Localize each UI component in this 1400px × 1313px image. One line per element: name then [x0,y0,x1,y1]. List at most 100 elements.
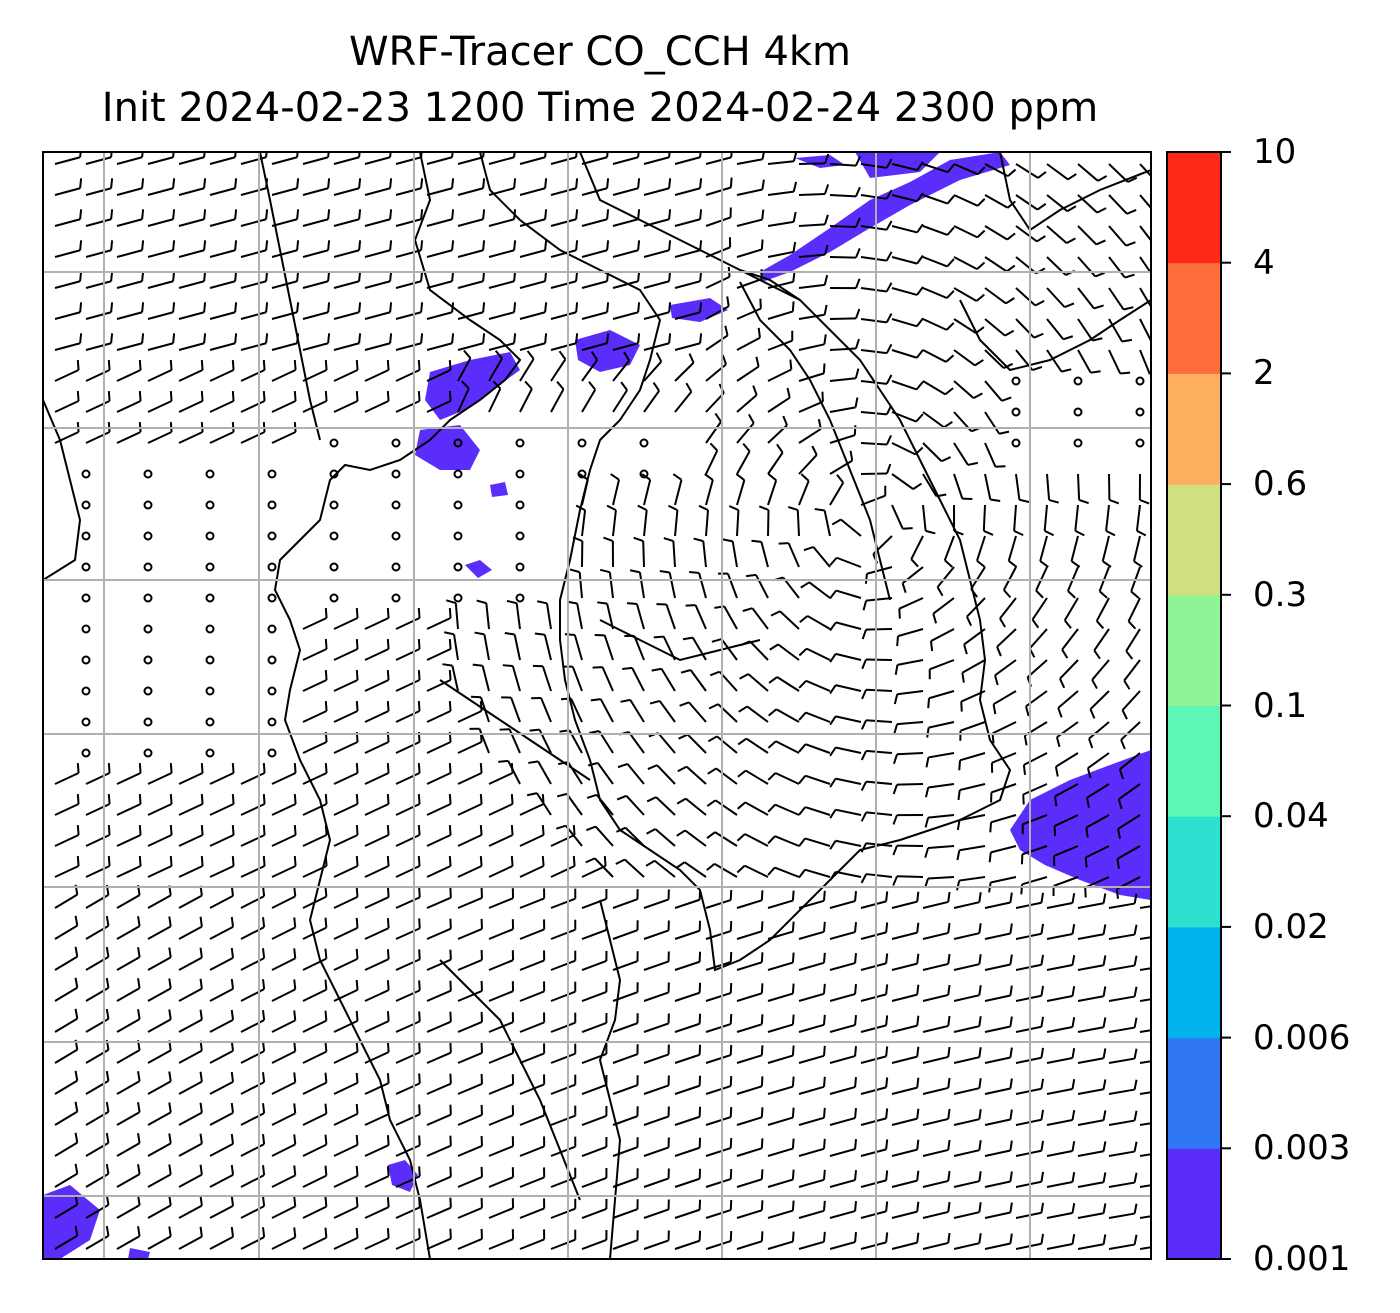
wind-barb [240,390,266,413]
wind-barb [953,504,964,536]
wind-barb [271,359,297,382]
wind-barb [395,980,421,1002]
wind-barb [333,886,359,909]
wind-barb [581,950,608,971]
wind-barb [1108,256,1135,279]
wind-barb [395,178,424,196]
wind-barb [469,727,490,754]
wind-barb [612,1013,639,1033]
wind-barb [953,287,985,302]
wind-barb [85,824,111,847]
wind-barb [1020,876,1048,895]
wind-barb [970,566,986,598]
wind-barb [1077,1017,1107,1033]
wind-barb [860,1046,889,1064]
calm-circle [329,469,339,479]
wind-barb [1139,998,1151,1002]
calm-circle [143,562,153,572]
plume-central-5 [465,560,492,578]
wind-barb [922,473,947,498]
calm-circle [267,593,277,603]
wind-barb [116,240,145,258]
wind-barb [147,855,173,878]
wind-barb [860,158,893,169]
wind-barb [667,504,679,537]
wind-barb [1101,535,1112,568]
wind-barb [147,1133,172,1157]
wind-barb [910,535,924,568]
colorbar-tick-label: 0.02 [1253,906,1329,947]
wind-barb [705,1044,733,1064]
wind-barb [953,194,986,207]
wind-barb [705,982,733,1002]
calm-circle [391,438,401,448]
wind-barb [1046,892,1076,909]
wind-barb [767,301,795,320]
wind-barb [1015,318,1044,339]
wind-barb [147,1195,172,1219]
wind-barb [829,425,857,444]
wind-barb [364,700,390,723]
wind-barb [736,356,760,382]
wind-barb [612,381,628,413]
wind-barb [426,1197,452,1219]
wind-barb [519,350,535,382]
wind-barb [240,917,266,940]
wind-barb [550,981,577,1002]
wind-barb [364,762,390,785]
wind-barb [147,390,173,413]
wind-barb [758,505,770,537]
wind-barb [395,1073,421,1095]
wind-barb [1086,783,1110,808]
wind-barb [550,855,576,878]
wind-barb [147,302,176,320]
wind-barb [1108,955,1138,971]
wind-barb [364,1042,390,1064]
wind-barb [395,700,421,723]
wind-barb [271,1134,297,1157]
colorbar-tick-label: 2 [1253,353,1275,394]
wind-barb [395,1011,421,1033]
wind-barb [767,473,778,506]
wind-barb [990,783,1017,803]
wind-barb [894,659,924,675]
wind-barb [704,473,714,506]
wind-barb [519,824,545,847]
wind-barb [572,536,584,568]
wind-barb [590,698,614,723]
wind-barb [457,1135,483,1157]
wind-barb [953,892,982,909]
wind-barb [333,390,359,413]
wind-barb [643,302,672,320]
calm-circle [81,562,91,572]
wind-barb [736,1138,764,1157]
wind-barb [829,870,862,881]
wind-barb [1095,597,1110,630]
wind-barb [767,1231,795,1250]
wind-barb [767,241,797,258]
wind-barb [519,302,548,320]
wind-barb [581,178,610,196]
wind-barb [302,1227,328,1250]
wind-barb [674,1044,702,1064]
wind-barb [829,684,862,695]
wind-barb [550,380,565,413]
wind-barb [116,1009,141,1033]
wind-barb [240,948,266,971]
wind-barb [488,350,503,382]
wind-barb [534,632,552,661]
wind-barb [680,669,707,692]
wind-barb [892,875,924,886]
wind-barb [861,628,893,640]
wind-barb [829,556,862,568]
wind-barb [860,891,889,909]
wind-barb [1139,1060,1151,1064]
wind-barb [364,1228,390,1250]
wind-barb [829,450,854,475]
wind-barb [550,888,577,909]
wind-barb [302,390,328,413]
wind-barb [550,240,579,258]
wind-barb [988,845,1017,863]
wind-barb [1108,1110,1138,1126]
wind-barb [395,887,421,909]
